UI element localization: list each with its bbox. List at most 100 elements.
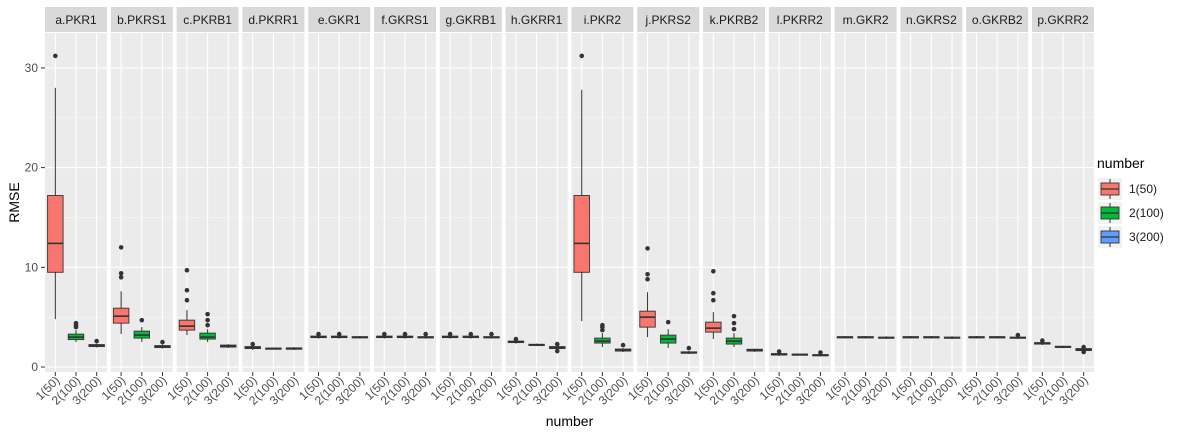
facet-strip [45,7,107,32]
facet-title: l.PKRR2 [777,13,823,27]
box-body [705,321,722,333]
box-2(100) [594,322,611,348]
facet-strip [703,7,765,32]
legend: number 1(50) 2(100) 3(200) [1097,155,1164,248]
outlier-point [776,349,782,354]
outlier-point [554,348,560,354]
facet-strip [900,7,963,32]
facet-title: e.GKR1 [318,13,361,27]
outlier-point [554,341,560,347]
box-3(200) [614,342,632,353]
outlier-point [579,53,585,59]
box-2(100) [791,353,808,356]
facet-title: o.GKRB2 [972,13,1023,27]
outlier-point [1015,332,1021,338]
box-1(50) [376,331,393,339]
facet-strip [374,7,436,32]
legend-key [1098,178,1122,200]
box-body [199,332,216,340]
box-1(50) [902,335,919,339]
box-3(200) [746,348,763,353]
box-3(200) [285,347,303,351]
outlier-point [73,320,79,326]
facet-title: i.PKR2 [584,13,622,27]
box-body [639,310,656,328]
outlier-point [513,336,519,342]
box-1(50) [507,336,525,344]
legend-key [1098,226,1122,248]
outlier-point [250,341,256,347]
y-axis: 0 10 20 30 [25,61,45,374]
box-1(50) [112,245,130,335]
outlier-point [184,287,190,293]
facet-strip [571,7,634,32]
facet-strip [308,7,371,32]
box-1(50) [310,331,327,339]
outlier-point [731,326,737,332]
box-body [47,195,64,273]
box-3(200) [943,336,961,340]
box-3(200) [483,331,500,339]
facet-strip [439,7,502,32]
outlier-point [118,270,124,276]
y-tick-label: 10 [25,260,39,274]
box-2(100) [1054,345,1072,349]
box-2(100) [462,331,479,339]
facet-title: c.PKRB1 [183,13,232,27]
outlier-point [94,338,99,344]
box-2(100) [133,317,151,343]
legend-label: 1(50) [1129,182,1157,196]
outlier-point [53,53,58,59]
outlier-point [205,317,210,323]
outlier-point [645,271,650,277]
facet-strip [242,7,305,32]
outlier-point [620,342,626,348]
box-2(100) [331,331,348,339]
outlier-point [1081,349,1086,355]
box-1(50) [244,341,261,351]
facet-title: k.PKRB2 [710,13,759,27]
legend-title: number [1097,155,1145,171]
box-3(200) [680,345,698,355]
y-tick-label: 0 [31,360,38,374]
box-3(200) [1075,344,1092,355]
facet-strip [834,7,897,32]
box-3(200) [878,336,895,340]
facet-strip [768,7,831,32]
facet-strip [110,7,173,32]
facet-strip [1032,7,1094,32]
facet-title: f.GKRS1 [381,13,429,27]
outlier-point [184,297,190,303]
box-1(50) [47,53,64,320]
outlier-point [1081,344,1086,350]
facet-title: j.PKRS2 [645,13,692,27]
box-1(50) [178,268,196,336]
outlier-point [184,268,190,273]
box-2(100) [857,335,874,339]
box-3(200) [88,338,105,348]
outlier-point [645,276,650,282]
box-2(100) [923,335,940,339]
outlier-point [118,245,124,250]
box-2(100) [989,335,1006,339]
outlier-point [139,317,145,323]
outlier-point [336,331,342,337]
facet-title: b.PKRS1 [117,13,167,27]
legend-label: 3(200) [1129,230,1164,244]
outlier-point [1040,338,1045,343]
outlier-point [160,339,165,345]
facet-strip [966,7,1029,32]
box-1(50) [1034,338,1051,346]
x-axis-label: number [546,413,594,429]
outlier-point [600,322,605,328]
